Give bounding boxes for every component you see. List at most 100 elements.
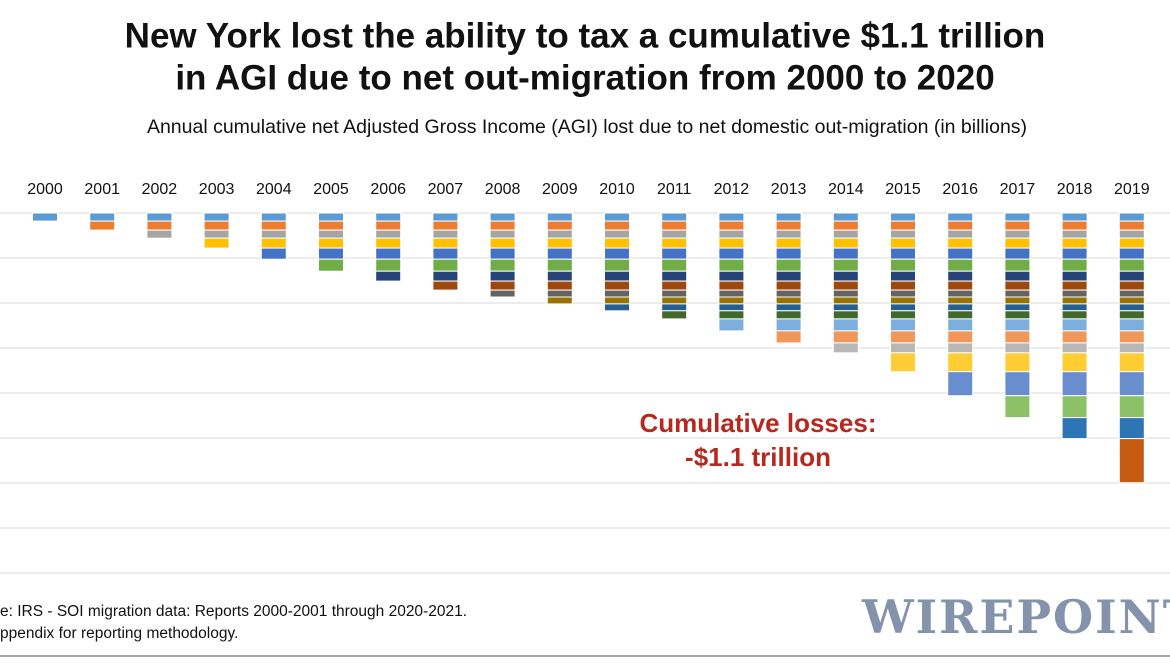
bar-segment (1118, 289, 1145, 298)
bar-segment (318, 229, 344, 239)
bar-segment (890, 229, 916, 239)
bar-segment (604, 247, 630, 260)
bar-segment (1061, 303, 1088, 312)
bar-segment (1004, 237, 1031, 249)
bar-segment (604, 212, 630, 222)
bar-segment (432, 258, 459, 272)
bar-segment (832, 330, 859, 344)
bar-segment (1004, 318, 1031, 332)
bar-segment (375, 270, 402, 282)
bar-segment (832, 318, 859, 332)
bar-segment (1118, 310, 1145, 320)
bar-segment (718, 270, 745, 282)
bar-segment (489, 247, 516, 260)
bar-segment (1061, 247, 1088, 260)
bar-segment (832, 220, 859, 231)
bar-segment (775, 258, 802, 272)
bar-segment (718, 280, 745, 291)
bar-segment (1004, 395, 1031, 419)
bar-segment (318, 212, 344, 222)
bar-segment (1061, 280, 1088, 291)
bar-segment (1004, 258, 1031, 272)
bar-segment (832, 310, 859, 320)
x-tick-label: 2012 (714, 181, 750, 198)
bar-segment (832, 212, 859, 222)
bar-segment (775, 247, 802, 260)
bar-segment (661, 303, 688, 312)
bar-segment (146, 229, 173, 239)
bar-segment (546, 229, 573, 239)
bar-segment (890, 310, 916, 320)
bar-segment (1118, 270, 1145, 282)
bar-segment (604, 280, 630, 291)
bar-segment (718, 229, 745, 239)
x-tick-label: 2013 (771, 181, 807, 198)
bar-segment (661, 237, 688, 249)
bar-segment (947, 289, 974, 298)
bar-segment (661, 258, 688, 272)
bar-segment (260, 212, 287, 222)
bar-segment (718, 289, 745, 298)
bar-segment (718, 303, 745, 312)
bar-segment (1061, 212, 1088, 222)
bar-segment (489, 289, 516, 298)
x-tick-label: 2011 (657, 181, 692, 198)
bar-segment (775, 280, 802, 291)
bar-segment (1061, 310, 1088, 320)
bar-segment (1061, 395, 1088, 419)
bar-segment (832, 258, 859, 272)
bar-segment (890, 330, 916, 344)
bar-segment (890, 280, 916, 291)
bar-segment (947, 318, 974, 332)
bar-segment (432, 237, 459, 249)
bar-segment (546, 258, 573, 272)
x-tick-label: 2019 (1114, 181, 1150, 198)
bar-segment (260, 247, 287, 260)
bar-segment (1061, 229, 1088, 239)
bar-segment (775, 237, 802, 249)
bar-segment (947, 352, 974, 373)
bar-segment (661, 289, 688, 298)
bar-segment (1061, 270, 1088, 282)
source-note: e: IRS - SOI migration data: Reports 200… (0, 603, 467, 620)
bar-segment (1004, 280, 1031, 291)
bar-segment (775, 270, 802, 282)
bar-segment (1118, 258, 1145, 272)
annotation: Cumulative losses: (640, 408, 877, 438)
x-tick-label: 2006 (370, 181, 406, 198)
bar-segment (1004, 342, 1031, 354)
bar-segment (1061, 417, 1088, 440)
bar-segment (947, 220, 974, 231)
bar-segment (775, 303, 802, 312)
bar-segment (947, 296, 974, 305)
bar-segment (1118, 330, 1145, 344)
bar-segment (1004, 296, 1031, 305)
bar-segment (489, 229, 516, 239)
bar-segment (1118, 296, 1145, 305)
bar-segment (260, 237, 287, 249)
bar-segment (318, 258, 344, 272)
bar-segment (947, 258, 974, 272)
x-tick-label: 2007 (428, 181, 464, 198)
bar-segment (489, 280, 516, 291)
bar-segment (604, 270, 630, 282)
bar-segment (146, 220, 173, 231)
bar-segment (1118, 438, 1145, 484)
bar-segment (1118, 352, 1145, 373)
bar-segment (890, 289, 916, 298)
bar-segment (661, 229, 688, 239)
bar-segment (489, 220, 516, 231)
bar-segment (489, 237, 516, 249)
bar-segment (661, 296, 688, 305)
bar-segment (1061, 220, 1088, 231)
bar-segment (1004, 310, 1031, 320)
bar-segment (146, 212, 173, 222)
bar-segment (718, 247, 745, 260)
bar-segment (832, 237, 859, 249)
bar-segment (890, 258, 916, 272)
bar-segment (661, 247, 688, 260)
bar-segment (661, 310, 688, 320)
bar-segment (1118, 280, 1145, 291)
bar-segment (718, 212, 745, 222)
x-tick-label: 2000 (27, 181, 63, 198)
